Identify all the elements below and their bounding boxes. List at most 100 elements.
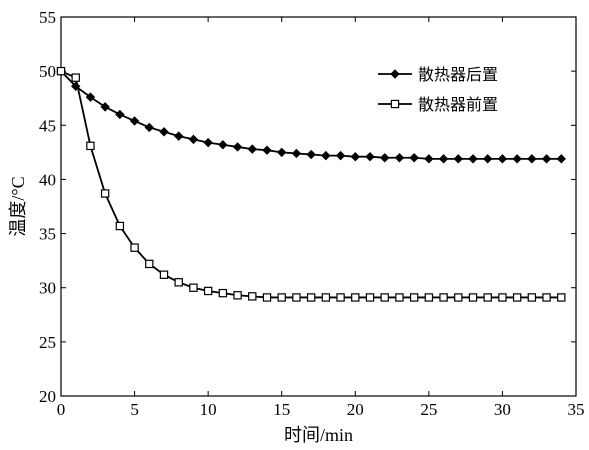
data-point [100,102,110,112]
legend-item: 散热器后置 [378,65,498,84]
data-point [159,127,169,137]
data-point [380,153,390,163]
data-point [468,293,478,302]
x-tick-label: 30 [494,400,511,419]
data-point [159,270,169,279]
y-tick-label: 50 [39,62,56,81]
legend-label: 散热器后置 [418,65,498,84]
data-point [321,293,331,302]
data-point [542,293,551,302]
data-point [498,293,507,302]
data-point [85,92,96,102]
data-point [365,151,375,162]
data-point [454,293,463,302]
data-point [497,154,508,164]
x-tick-label: 25 [420,400,437,419]
data-point [56,66,66,76]
data-point [350,151,360,162]
data-point [218,140,228,150]
y-tick-label: 20 [39,387,56,406]
data-point [541,154,552,164]
data-point [394,153,405,163]
data-point [277,147,287,158]
data-point [115,109,125,120]
x-tick-label: 10 [200,400,217,419]
data-point [174,278,183,287]
x-tick-label: 35 [568,400,585,419]
data-point [527,293,537,302]
data-point [483,293,492,302]
x-tick-label: 20 [347,400,364,419]
data-point [174,131,184,141]
x-axis: 0 5 10 15 20 25 30 35 [57,17,585,419]
data-point [453,154,463,164]
data-point [218,288,228,298]
data-point [115,221,125,231]
data-point [203,286,213,296]
y-tick-label: 30 [39,279,56,298]
data-point [292,293,301,302]
y-axis-label: 温度/°C [8,176,28,236]
plot-frame [60,16,577,397]
data-point [351,293,360,302]
x-axis-label: 时间/min [284,425,353,445]
data-point [262,293,272,302]
y-tick-label: 45 [39,116,56,135]
legend-marker [390,99,400,109]
data-point [336,293,345,302]
data-point [247,144,257,154]
x-tick-label: 0 [57,400,66,419]
data-point [306,149,316,160]
data-point [321,150,331,161]
data-point [424,154,434,164]
legend-marker [390,69,400,79]
data-point [86,141,95,151]
data-point [424,293,434,302]
data-point [512,293,522,302]
data-point [188,134,199,145]
data-point [365,293,375,302]
data-point [71,73,80,82]
data-point [395,293,404,302]
data-point [306,293,316,302]
data-point [189,283,198,292]
y-tick-label: 40 [39,170,56,189]
data-point [556,154,566,164]
data-point [248,292,257,301]
y-tick-label: 55 [39,8,56,27]
y-axis: 20 25 30 35 40 45 50 55 [39,8,576,406]
series-2 [56,66,566,302]
y-tick-label: 35 [39,225,56,244]
series-line [60,70,562,160]
data-point [145,259,154,269]
plot-area [60,16,577,397]
legend-item: 散热器前置 [378,95,498,114]
y-tick-label: 25 [39,333,56,352]
data-point [144,122,154,133]
data-point [233,291,242,300]
data-point [277,293,286,302]
data-point [409,293,419,302]
data-point [438,154,449,164]
legend-label: 散热器前置 [418,95,498,114]
data-point [512,154,522,164]
data-point [130,243,139,252]
x-tick-label: 15 [273,400,290,419]
data-point [409,153,419,163]
series-layer [56,66,566,302]
series-1 [56,66,566,164]
data-point [232,142,243,152]
data-point [129,116,140,126]
x-tick-label: 5 [130,400,139,419]
data-point [203,137,213,148]
data-point [557,293,566,302]
data-point [335,150,346,161]
data-point [483,154,493,164]
data-point [262,145,272,155]
data-point [100,189,110,198]
data-point [468,154,478,164]
data-point [291,148,302,159]
